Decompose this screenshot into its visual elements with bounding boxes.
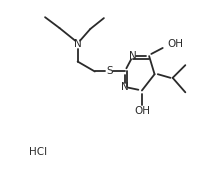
Text: N: N [129, 51, 137, 61]
Text: OH: OH [167, 39, 183, 49]
Text: N: N [121, 82, 129, 92]
Text: S: S [106, 66, 113, 77]
Text: OH: OH [134, 106, 150, 116]
Text: HCl: HCl [29, 147, 47, 157]
Text: N: N [74, 39, 81, 49]
